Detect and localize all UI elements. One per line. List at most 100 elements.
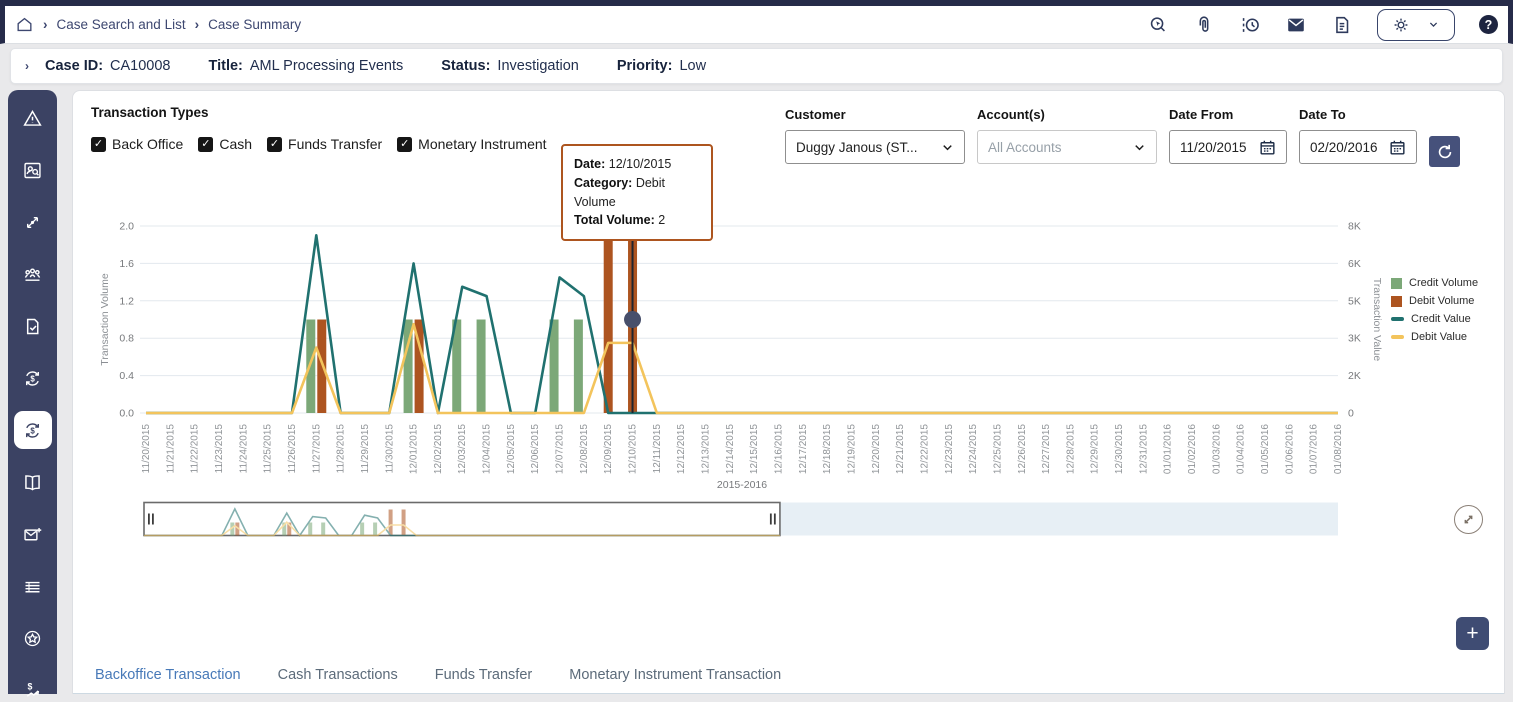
sidebar-item-alerts[interactable] <box>14 106 52 130</box>
svg-text:12/19/2015: 12/19/2015 <box>846 424 857 474</box>
date-from-label: Date From <box>1169 107 1234 122</box>
date-from-input[interactable]: 11/20/2015 <box>1169 130 1287 164</box>
svg-text:12/27/2015: 12/27/2015 <box>1041 424 1052 474</box>
date-from-value: 11/20/2015 <box>1180 139 1247 155</box>
svg-text:11/30/2015: 11/30/2015 <box>384 424 395 474</box>
tab-monetary-instrument-transaction[interactable]: Monetary Instrument Transaction <box>569 667 782 683</box>
debit-volume-swatch <box>1391 295 1402 307</box>
mail-icon[interactable] <box>1285 14 1307 36</box>
case-expand-caret[interactable]: › <box>25 59 29 73</box>
sidebar-item-narrative[interactable] <box>14 470 52 494</box>
checkbox-checked-icon[interactable]: ✓ <box>91 136 106 152</box>
sidebar-item-case-documents[interactable] <box>14 314 52 338</box>
checkbox-back-office[interactable]: ✓ Back Office <box>91 136 183 152</box>
breadcrumb-case-search[interactable]: Case Search and List <box>56 17 186 32</box>
chevron-down-icon <box>1135 144 1144 150</box>
svg-text:11/27/2015: 11/27/2015 <box>311 424 322 474</box>
checkbox-checked-icon[interactable]: ✓ <box>198 136 214 152</box>
person-search-icon <box>24 162 41 178</box>
accounts-select-value: All Accounts <box>988 139 1062 155</box>
resize-chart-button[interactable] <box>1454 505 1483 534</box>
checkbox-checked-icon[interactable]: ✓ <box>267 136 283 152</box>
customer-select[interactable]: Duggy Janous (ST... <box>785 130 965 164</box>
record-search-icon[interactable] <box>1147 14 1169 36</box>
transaction-chart[interactable]: 0.0 0 0.4 2K 0.8 3K 1.2 5K 1.6 6K 2.0 8K Transaction… <box>73 201 1493 503</box>
svg-text:11/25/2015: 11/25/2015 <box>263 424 274 474</box>
svg-text:$: $ <box>30 426 35 435</box>
money-flow-icon: $ <box>26 681 40 697</box>
svg-text:0: 0 <box>1348 408 1354 420</box>
home-icon[interactable] <box>15 15 34 34</box>
sidebar-item-customer-screening[interactable] <box>14 158 52 182</box>
svg-text:11/20/2015: 11/20/2015 <box>141 424 152 474</box>
tab-backoffice-transaction[interactable]: Backoffice Transaction <box>95 667 241 683</box>
tab-cash-transactions[interactable]: Cash Transactions <box>277 667 398 683</box>
svg-text:01/08/2016: 01/08/2016 <box>1333 424 1344 474</box>
case-id-field: Case ID: CA10008 <box>45 58 171 74</box>
document-icon[interactable] <box>1331 14 1353 36</box>
svg-text:01/05/2016: 01/05/2016 <box>1260 424 1271 474</box>
calendar-icon[interactable] <box>1258 138 1277 157</box>
legend-debit-value[interactable]: Debit Value <box>1391 331 1478 343</box>
star-badge-icon <box>24 630 41 646</box>
date-to-value: 02/20/2016 <box>1310 139 1378 155</box>
svg-text:2K: 2K <box>1348 370 1361 382</box>
checkbox-checked-icon[interactable]: ✓ <box>397 136 413 152</box>
sidebar-item-evidence-table[interactable] <box>14 574 52 598</box>
checkbox-label: Back Office <box>112 136 184 152</box>
customer-label: Customer <box>785 107 846 122</box>
resize-diagonal-icon <box>1464 515 1473 524</box>
sidebar-item-quality-rating[interactable] <box>14 626 52 650</box>
chevron-down-icon <box>943 144 952 150</box>
checkbox-monetary-instrument[interactable]: ✓ Monetary Instrument <box>397 136 547 152</box>
svg-text:3K: 3K <box>1348 333 1361 345</box>
settings-group[interactable] <box>1377 8 1455 41</box>
sidebar-item-parties[interactable] <box>14 262 52 286</box>
svg-text:12/28/2015: 12/28/2015 <box>1065 424 1076 474</box>
accounts-select[interactable]: All Accounts <box>977 130 1157 164</box>
sidebar-item-transactions[interactable]: $ <box>13 411 52 449</box>
range-slider-canvas[interactable] <box>73 501 1493 539</box>
sidebar-item-link-analysis[interactable] <box>14 210 52 234</box>
attachment-icon[interactable] <box>1193 14 1215 36</box>
svg-text:12/07/2015: 12/07/2015 <box>555 424 566 474</box>
legend-credit-value[interactable]: Credit Value <box>1391 313 1478 325</box>
app-header: › Case Search and List › Case Summary <box>0 6 1513 44</box>
credit-value-swatch <box>1391 317 1404 321</box>
settings-gear-icon[interactable] <box>1391 15 1411 35</box>
refresh-button[interactable] <box>1429 136 1460 167</box>
svg-text:12/30/2015: 12/30/2015 <box>1114 424 1125 474</box>
checkbox-label: Funds Transfer <box>288 136 383 152</box>
case-title-value: AML Processing Events <box>249 58 404 74</box>
help-icon[interactable]: ? <box>1479 15 1498 34</box>
svg-text:12/10/2015: 12/10/2015 <box>628 424 639 474</box>
legend-credit-volume[interactable]: Credit Volume <box>1391 277 1478 289</box>
breadcrumb-case-summary[interactable]: Case Summary <box>208 17 302 32</box>
svg-text:$: $ <box>30 374 35 383</box>
sidebar-item-funds-tracking[interactable]: $ <box>14 678 52 702</box>
svg-text:11/22/2015: 11/22/2015 <box>190 424 201 474</box>
svg-text:12/15/2015: 12/15/2015 <box>749 424 760 474</box>
svg-text:12/08/2015: 12/08/2015 <box>579 424 590 474</box>
legend-debit-volume[interactable]: Debit Volume <box>1391 295 1478 307</box>
chevron-down-icon[interactable] <box>1426 17 1441 32</box>
tab-funds-transfer[interactable]: Funds Transfer <box>434 667 533 683</box>
sidebar-item-correspondence[interactable] <box>14 522 52 546</box>
chart-range-slider[interactable] <box>73 501 1493 539</box>
chart-filters: Customer Duggy Janous (ST... Account(s) … <box>785 107 1460 167</box>
sidebar-item-remittance[interactable]: $ <box>14 366 52 390</box>
add-button[interactable]: + <box>1456 617 1489 650</box>
money-cycle-icon: $ <box>26 370 39 386</box>
date-to-input[interactable]: 02/20/2016 <box>1299 130 1417 164</box>
case-status-field: Status: Investigation <box>441 58 579 74</box>
svg-text:11/23/2015: 11/23/2015 <box>214 424 225 474</box>
svg-text:01/03/2016: 01/03/2016 <box>1211 424 1222 474</box>
svg-text:12/31/2015: 12/31/2015 <box>1138 424 1149 474</box>
checkbox-cash[interactable]: ✓ Cash <box>198 136 252 152</box>
warning-triangle-icon <box>23 109 42 126</box>
history-icon[interactable] <box>1239 14 1261 36</box>
checkbox-funds-transfer[interactable]: ✓ Funds Transfer <box>267 136 382 152</box>
chart-tooltip: Date: 12/10/2015 Category: Debit Volume … <box>561 144 713 241</box>
chart-canvas[interactable]: 0.0 0 0.4 2K 0.8 3K 1.2 5K 1.6 6K 2.0 8K Transaction… <box>73 201 1493 503</box>
calendar-icon[interactable] <box>1388 138 1407 157</box>
